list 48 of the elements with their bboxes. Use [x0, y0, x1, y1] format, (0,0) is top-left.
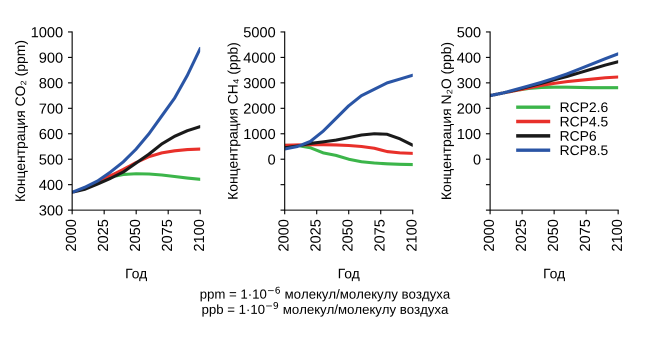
x-tick-label: 2025 [98, 220, 108, 251]
y-tick-label: 3000 [244, 78, 276, 88]
y-tick-label: 100 [458, 128, 481, 140]
y-tick-label: 300 [39, 205, 63, 216]
y-tick-label: 1000 [32, 27, 63, 38]
x-axis-title: Год [126, 268, 147, 282]
y-tick-label: 2000 [244, 103, 276, 114]
x-tick-label: 2075 [374, 220, 385, 251]
line-series [72, 125, 200, 194]
legend-label: RCP2.6 [560, 102, 608, 112]
y-tick-label: 1000 [244, 128, 276, 140]
x-tick-label: 2050 [548, 220, 558, 251]
x-tick-label: 2025 [516, 220, 526, 251]
y-tick-label: 500 [39, 154, 63, 165]
y-tick-label: 300 [457, 78, 481, 88]
y-axis-title: Концентрация CO₂ (ppm) [14, 40, 28, 201]
text: ppb = 1·10$^{−9}$ молекул/молекулу воздуха [202, 302, 448, 317]
y-tick-label: 800 [39, 78, 63, 88]
y-tick-label: 400 [457, 52, 481, 63]
line-series [72, 46, 200, 194]
x-tick-label: 2100 [612, 220, 622, 251]
x-tick-label: 2050 [342, 220, 353, 251]
y-tick-label: 0 [268, 154, 276, 165]
x-axis-title: Год [338, 268, 360, 282]
y-tick-label: 5000 [244, 27, 276, 38]
x-tick-label: 2050 [130, 220, 140, 251]
y-axis-title: Концентрация CH₄ (ppb) [228, 43, 240, 199]
text: ppm = 1·10$^{−6}$ молекул/молекулу воздуха [200, 286, 450, 302]
x-tick-label: 2075 [580, 220, 590, 251]
y-tick-label: 4000 [244, 52, 276, 63]
x-tick-label: 2025 [310, 220, 321, 251]
y-tick-label: 900 [39, 52, 63, 63]
y-tick-label: 700 [40, 103, 63, 114]
y-tick-label: 0 [474, 154, 481, 165]
line-series [284, 74, 413, 151]
y-tick-label: 500 [457, 27, 481, 38]
x-tick-label: 2100 [194, 220, 204, 251]
y-axis-title: Концентрация N₂O (ppb) [441, 42, 454, 199]
legend-label: RCP8.5 [560, 145, 608, 156]
y-tick-label: 400 [39, 180, 63, 190]
line-series [490, 52, 618, 98]
x-tick-label: 2100 [406, 220, 417, 251]
legend-label: RCP4.5 [560, 116, 608, 127]
legend-label: RCP6 [560, 131, 596, 141]
y-tick-label: 600 [40, 128, 63, 140]
x-tick-label: 2075 [162, 220, 172, 251]
x-axis-title: Год [544, 268, 565, 282]
y-tick-label: 200 [457, 103, 481, 114]
